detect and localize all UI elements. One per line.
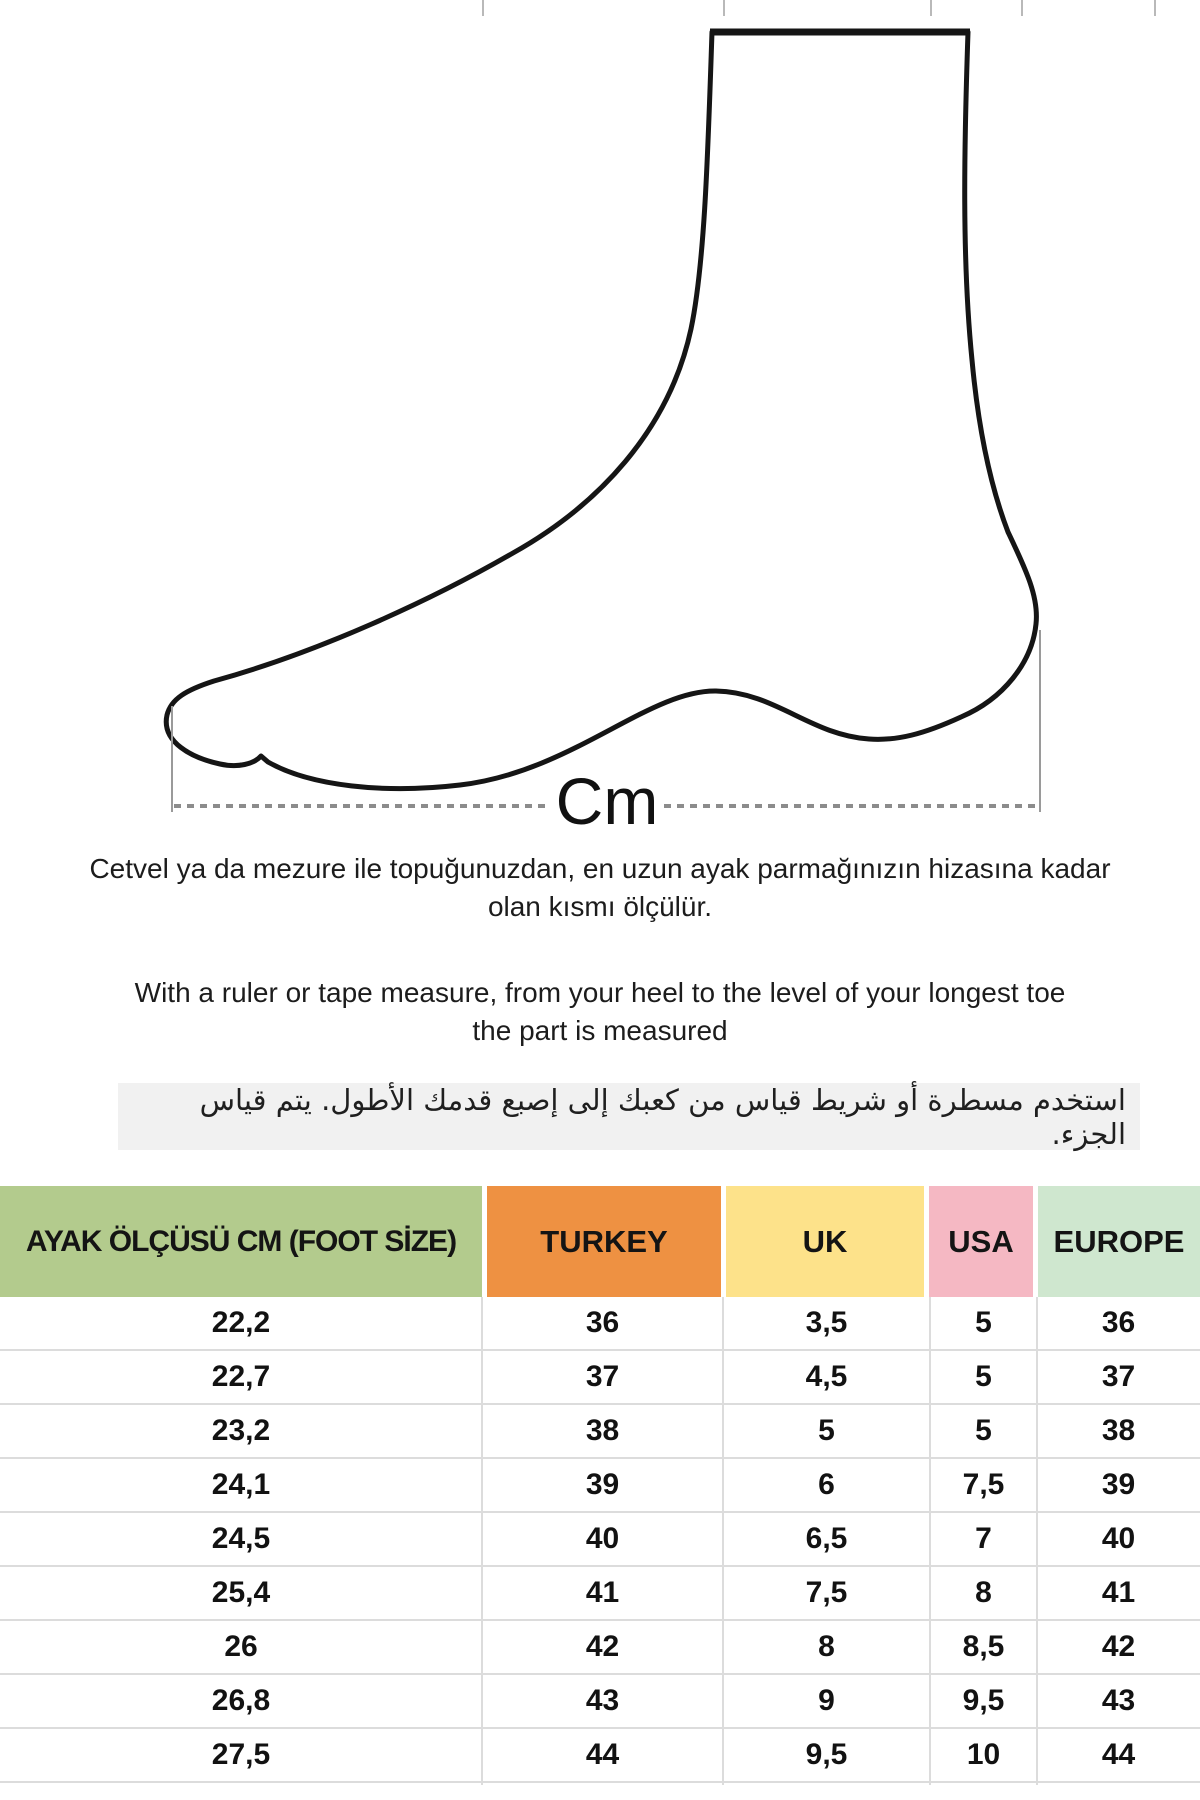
cell-usa: 7 [975, 1522, 992, 1555]
cell-turkey: 36 [585, 1306, 620, 1339]
cell-turkey: 41 [585, 1576, 620, 1609]
cell-usa: 5 [975, 1360, 992, 1393]
cell-uk: 6,5 [805, 1522, 848, 1555]
header-turkey: TURKEY [487, 1186, 721, 1297]
cell-turkey: 42 [585, 1630, 620, 1663]
table-row: 22,7 37 4,5 5 37 [0, 1351, 1200, 1405]
table-column-divider [481, 1297, 483, 1785]
cell-turkey: 44 [585, 1738, 620, 1771]
cell-uk: 4,5 [805, 1360, 848, 1393]
cell-turkey: 43 [585, 1684, 620, 1717]
instruction-arabic-text: استخدم مسطرة أو شريط قياس من كعبك إلى إص… [199, 1082, 1126, 1151]
table-row: 24,5 40 6,5 7 40 [0, 1513, 1200, 1567]
table-row: 22,2 36 3,5 5 36 [0, 1297, 1200, 1351]
instruction-english-line1: With a ruler or tape measure, from your … [134, 977, 1066, 1008]
table-row: 25,4 41 7,5 8 41 [0, 1567, 1200, 1621]
table-row: 23,2 38 5 5 38 [0, 1405, 1200, 1459]
cell-usa: 9,5 [962, 1684, 1005, 1717]
cell-europe: 38 [1101, 1414, 1136, 1447]
cell-uk: 5 [818, 1414, 835, 1447]
cm-label: Cm [556, 764, 659, 838]
cell-usa: 5 [975, 1306, 992, 1339]
table-row: 24,1 39 6 7,5 39 [0, 1459, 1200, 1513]
cell-usa: 5 [975, 1414, 992, 1447]
header-uk: UK [726, 1186, 924, 1297]
instruction-turkish: Cetvel ya da mezure ile topuğunuzdan, en… [0, 850, 1200, 926]
cell-usa: 10 [966, 1738, 1001, 1771]
cell-cm: 24,1 [211, 1468, 271, 1501]
header-foot-size: AYAK ÖLÇÜSÜ CM (FOOT SİZE) [0, 1186, 482, 1297]
cell-uk: 8 [818, 1630, 835, 1663]
table-column-divider [722, 1297, 724, 1785]
table-column-divider [1036, 1297, 1038, 1785]
cell-europe: 41 [1101, 1576, 1136, 1609]
cell-turkey: 40 [585, 1522, 620, 1555]
instruction-turkish-line1: Cetvel ya da mezure ile topuğunuzdan, en… [89, 853, 1111, 884]
cell-turkey: 39 [585, 1468, 620, 1501]
cell-uk: 9,5 [805, 1738, 848, 1771]
cell-turkey: 38 [585, 1414, 620, 1447]
cell-usa: 8,5 [962, 1630, 1005, 1663]
header-europe: EUROPE [1038, 1186, 1200, 1297]
cell-usa: 8 [975, 1576, 992, 1609]
table-row: 26 42 8 8,5 42 [0, 1621, 1200, 1675]
gridline-artifacts [482, 0, 1156, 16]
header-usa: USA [929, 1186, 1033, 1297]
cell-europe: 40 [1101, 1522, 1136, 1555]
instruction-arabic: استخدم مسطرة أو شريط قياس من كعبك إلى إص… [118, 1082, 1140, 1151]
cell-europe: 42 [1101, 1630, 1136, 1663]
cell-uk: 3,5 [805, 1306, 848, 1339]
cell-turkey: 37 [585, 1360, 620, 1393]
cell-cm: 22,7 [211, 1360, 271, 1393]
instruction-turkish-line2: olan kısmı ölçülür. [487, 891, 713, 922]
table-column-divider [929, 1297, 931, 1785]
cell-uk: 7,5 [805, 1576, 848, 1609]
measurement-guides [171, 630, 1041, 812]
cell-europe: 36 [1101, 1306, 1136, 1339]
cell-europe: 37 [1101, 1360, 1136, 1393]
size-table: AYAK ÖLÇÜSÜ CM (FOOT SİZE) TURKEY UK USA… [0, 1186, 1200, 1785]
cell-europe: 43 [1101, 1684, 1136, 1717]
cell-cm: 26 [224, 1630, 258, 1663]
cell-uk: 6 [818, 1468, 835, 1501]
foot-measurement-diagram: Cm [163, 0, 1156, 838]
cell-usa: 7,5 [962, 1468, 1005, 1501]
cell-cm: 26,8 [211, 1684, 271, 1717]
instruction-english: With a ruler or tape measure, from your … [0, 974, 1200, 1050]
table-row: 27,5 44 9,5 10 44 [0, 1729, 1200, 1783]
instruction-english-line2: the part is measured [472, 1015, 728, 1046]
cell-europe: 44 [1101, 1738, 1136, 1771]
cell-cm: 23,2 [211, 1414, 271, 1447]
size-table-header: AYAK ÖLÇÜSÜ CM (FOOT SİZE) TURKEY UK USA… [0, 1186, 1200, 1297]
cell-europe: 39 [1101, 1468, 1136, 1501]
table-row: 26,8 43 9 9,5 43 [0, 1675, 1200, 1729]
cell-cm: 22,2 [211, 1306, 271, 1339]
cell-uk: 9 [818, 1684, 835, 1717]
cell-cm: 24,5 [211, 1522, 271, 1555]
foot-outline [163, 29, 1039, 792]
cell-cm: 27,5 [211, 1738, 271, 1771]
cell-cm: 25,4 [211, 1576, 271, 1609]
